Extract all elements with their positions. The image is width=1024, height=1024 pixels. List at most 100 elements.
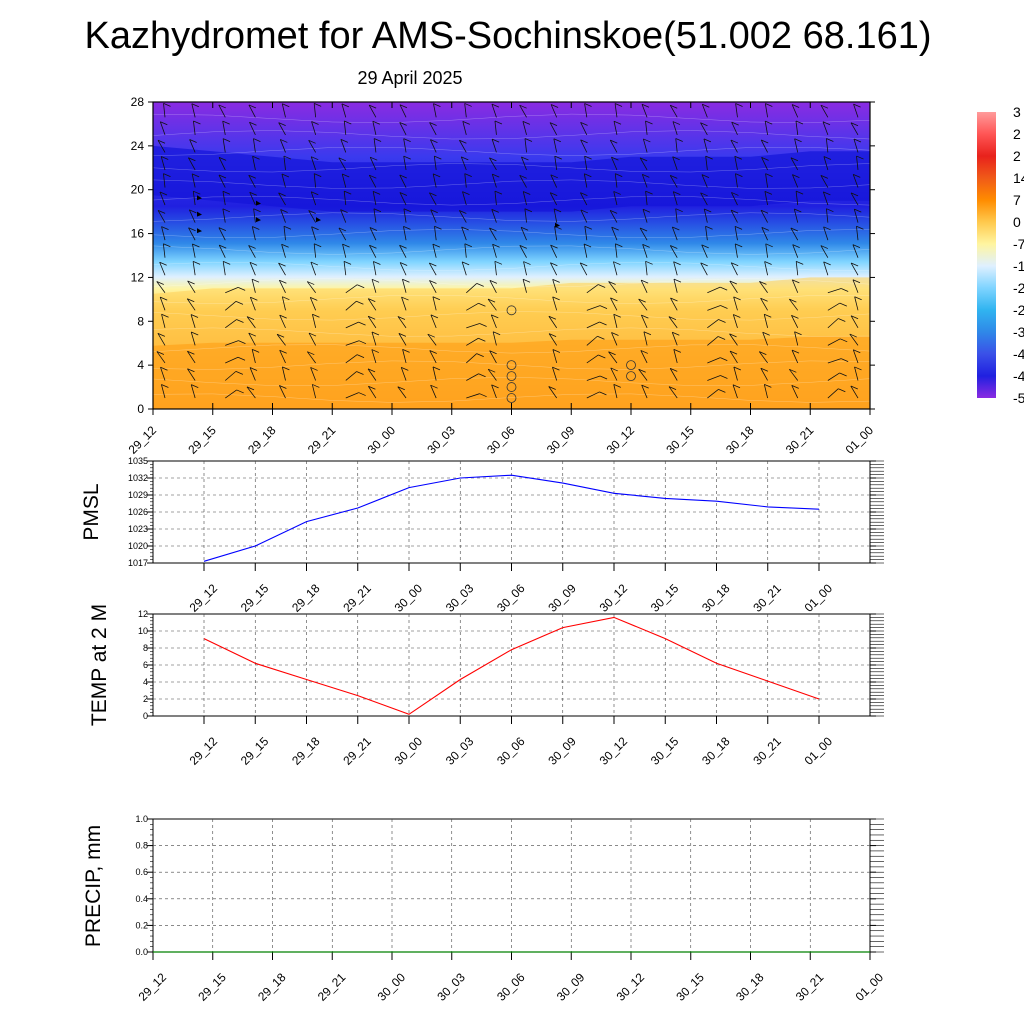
wind-barb-feather [189, 139, 197, 143]
wind-barb-feather [850, 122, 859, 127]
isotherm [152, 376, 871, 386]
wind-barb-feather [218, 104, 226, 109]
y-axis-label: PRECIP, mm [82, 825, 105, 947]
wind-barb-feather [432, 296, 441, 301]
wind-barb [789, 298, 799, 311]
y-tick-label: 10 [138, 626, 148, 636]
wind-barb-feather [397, 386, 405, 391]
wind-barb [369, 157, 377, 171]
wind-barb-feather [838, 318, 846, 322]
isotherm [152, 212, 871, 222]
wind-barb [189, 139, 196, 153]
wind-barb-feather [849, 333, 857, 338]
wind-barb-feather [761, 227, 769, 231]
wind-barb-feather [672, 121, 681, 125]
wind-barb-feather [668, 316, 677, 320]
wind-barb [398, 333, 407, 346]
wind-barb [791, 349, 799, 364]
wind-barb [249, 262, 256, 276]
wind-barb-feather [730, 139, 739, 144]
wind-barb [827, 358, 842, 364]
wind-barb-feather [599, 391, 607, 396]
wind-barb [827, 288, 842, 294]
wind-barb [852, 279, 859, 293]
wind-barb [523, 261, 527, 276]
wind-barb [187, 351, 196, 364]
wind-barb-feather [397, 316, 406, 320]
wind-barb [611, 332, 618, 346]
wind-barb-feather [552, 296, 560, 301]
calm-wind-marker [506, 305, 517, 316]
wind-barb-feather [430, 314, 439, 319]
wind-barb [248, 245, 256, 258]
wind-barb-feather [841, 288, 849, 292]
wind-barb [313, 173, 317, 188]
wind-barb [673, 349, 678, 364]
wind-barb-feather [841, 358, 849, 362]
isotherm [152, 163, 871, 173]
y-tick-label: 1017 [128, 558, 148, 568]
y-tick-label: 4 [143, 677, 148, 687]
wind-barb-feather [307, 351, 315, 356]
wind-barb-feather [188, 227, 196, 232]
wind-barb [490, 314, 497, 329]
wind-barb-feather [856, 225, 864, 230]
colorbar-label: -5 [1013, 390, 1024, 406]
wind-barb [399, 262, 407, 276]
wind-barb-feather [248, 245, 256, 249]
x-tick-label: 29_15 [238, 734, 272, 768]
wind-barb [161, 314, 166, 328]
wind-barb [700, 192, 708, 206]
wind-barb-feather [253, 138, 261, 142]
wind-barb [759, 281, 768, 294]
wind-barb-feather [733, 314, 741, 318]
wind-barb-feather [553, 208, 562, 213]
wind-barb-feather [839, 372, 847, 377]
wind-barb-feather [190, 314, 199, 318]
wind-barb [827, 338, 841, 346]
wind-barb [399, 245, 407, 258]
wind-barb-feather [343, 260, 352, 265]
wind-barb [520, 227, 527, 241]
wind-barb-feather [163, 243, 171, 248]
wind-barb-feather [246, 386, 255, 391]
wind-barb-feather [434, 225, 442, 230]
wind-barb [584, 226, 588, 241]
wind-barb [371, 331, 377, 346]
wind-barb-feather [402, 278, 410, 283]
wind-barb-feather [310, 297, 318, 301]
wind-barb-feather [248, 104, 257, 109]
wind-barb-feather [794, 208, 802, 213]
y-tick-label: 28 [131, 95, 145, 109]
wind-barb [279, 350, 286, 364]
wind-barb [850, 315, 859, 329]
x-tick-label: 29_12 [187, 581, 221, 615]
wind-barb-feather [850, 192, 859, 197]
y-axis-label: PMSL [80, 483, 103, 540]
wind-barb-feather [731, 192, 739, 196]
wind-barb-feather [314, 243, 322, 248]
wind-pennant [197, 195, 202, 201]
wind-barb [670, 297, 678, 311]
wind-barb-feather [731, 262, 739, 267]
wind-barb-feather [704, 208, 712, 213]
x-tick-label: 30_06 [494, 734, 528, 768]
wind-barb-feather [642, 173, 650, 178]
wind-barb-feather [853, 349, 861, 354]
wind-barb-feather [403, 226, 411, 230]
isotherm [152, 327, 871, 337]
wind-barb-feather [398, 332, 407, 337]
wind-barb-feather [246, 316, 255, 320]
wind-barb-feather [764, 261, 772, 265]
y-tick-label: 0 [143, 711, 148, 721]
x-tick-label: 30_21 [783, 423, 817, 457]
x-tick-label: 30_21 [750, 581, 784, 615]
wind-barb-feather [549, 122, 558, 126]
x-tick-label: 30_09 [545, 581, 579, 615]
wind-barb [554, 156, 558, 171]
wind-barb [491, 103, 497, 118]
x-tick-label: 29_21 [340, 581, 374, 615]
isotherm [152, 295, 871, 304]
wind-barb [707, 305, 721, 311]
wind-barb [279, 385, 286, 399]
